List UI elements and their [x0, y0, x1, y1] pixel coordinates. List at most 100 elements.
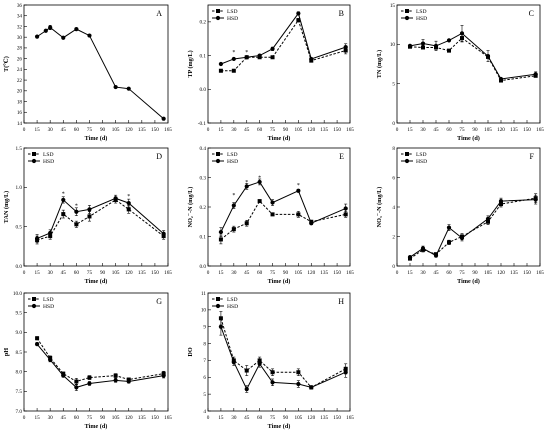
y-tick-label: 10.0 [13, 291, 22, 297]
x-tick-label: 135 [138, 127, 146, 133]
x-tick-label: 15 [218, 415, 224, 421]
significance-mark: * [245, 180, 248, 186]
series-hsd [407, 194, 538, 260]
series-line [36, 337, 164, 383]
y-tick-label: 10 [390, 42, 396, 48]
series-line [220, 181, 346, 233]
series-hsd [407, 25, 538, 82]
x-tick-label: 0 [207, 127, 210, 133]
x-tick-label: 135 [138, 415, 146, 421]
x-tick-label: 165 [164, 270, 172, 276]
plot-frame [23, 292, 169, 412]
x-tick-label: 15 [34, 415, 40, 421]
data-point [61, 197, 66, 203]
legend-label: LSD [43, 152, 54, 158]
x-tick-label: 60 [257, 270, 263, 276]
significance-mark: * [232, 193, 235, 199]
data-point [433, 43, 439, 49]
y-axis-label: NO₃⁻-N (mg/L) [376, 187, 383, 228]
data-point [113, 378, 118, 383]
significance-mark: * [62, 192, 65, 198]
y-tick-label: 5 [392, 81, 395, 87]
x-tick-label: 120 [307, 127, 315, 133]
data-point [533, 72, 538, 77]
data-point [533, 197, 538, 202]
x-tick-label: 75 [459, 270, 465, 276]
data-point [485, 216, 491, 221]
y-tick-label: 1.0 [16, 185, 23, 191]
x-tick-label: 105 [112, 270, 120, 276]
series-lsd [35, 336, 166, 385]
x-tick-label: 45 [433, 127, 439, 133]
series-lsd [218, 199, 348, 245]
data-point [34, 342, 40, 347]
y-tick-label: 0.5 [16, 224, 23, 230]
y-tick-label: 4 [392, 205, 395, 211]
y-tick-label: 8.5 [16, 350, 23, 356]
y-tick-label: 7.5 [16, 389, 23, 395]
y-tick-label: 24 [17, 67, 23, 73]
legend-label: HSD [416, 16, 427, 22]
x-tick-label: 45 [244, 270, 250, 276]
y-tick-label: 4 [203, 409, 206, 415]
series-line [220, 326, 346, 391]
plot-frame [396, 4, 541, 124]
y-tick-label: 5 [203, 392, 206, 398]
x-tick-label: 75 [459, 127, 465, 133]
y-axis-label: TP (mg/L) [187, 50, 194, 77]
data-point [296, 11, 301, 16]
y-tick-label: 0 [392, 121, 395, 127]
series-lsd [218, 311, 348, 390]
legend-marker [31, 158, 37, 164]
y-tick-label: 11 [201, 291, 206, 297]
series-lsd [218, 18, 348, 73]
series-main [34, 25, 166, 121]
data-point [407, 255, 413, 260]
legend-label: LSD [227, 297, 238, 303]
data-point [447, 240, 451, 245]
data-point [270, 55, 275, 60]
x-tick-label: 150 [523, 127, 531, 133]
plot-frame [207, 292, 351, 412]
x-tick-label: 120 [497, 127, 505, 133]
series-hsd [34, 342, 166, 391]
data-point [296, 370, 301, 375]
x-tick-label: 135 [320, 270, 328, 276]
x-tick-label: 150 [151, 415, 159, 421]
y-tick-label: 10 [201, 308, 207, 314]
series-line [36, 343, 164, 388]
data-point [231, 56, 236, 62]
y-tick-label: 20 [17, 89, 23, 95]
x-tick-label: 15 [34, 127, 40, 133]
x-tick-label: 60 [74, 127, 80, 133]
panel-g: 0 15 30 45 60 75 90 105 120 135 150 165 7.0 7.5 8.0 8.5… [3, 291, 172, 430]
x-tick-label: 105 [484, 127, 492, 133]
plot-frame [207, 147, 351, 267]
series-line [220, 318, 346, 389]
x-axis-label: Time (d) [268, 278, 291, 285]
panel-letter: F [530, 152, 535, 161]
data-point [34, 236, 40, 241]
data-point [218, 61, 224, 67]
x-tick-label: 135 [320, 415, 328, 421]
legend-label: LSD [416, 152, 427, 158]
significance-mark: * [232, 50, 235, 56]
x-tick-label: 105 [294, 127, 302, 133]
x-tick-label: 120 [125, 127, 133, 133]
x-tick-label: 105 [112, 415, 120, 421]
data-point [113, 373, 118, 378]
data-point [35, 336, 40, 341]
legend-marker [32, 297, 36, 301]
x-tick-label: 105 [484, 270, 492, 276]
series-line [220, 200, 346, 240]
y-axis-label: pH [3, 348, 10, 356]
series-line [409, 197, 536, 260]
x-tick-label: 30 [420, 270, 426, 276]
x-tick-label: 135 [138, 270, 146, 276]
series-line [36, 197, 164, 239]
x-tick-label: 60 [257, 127, 263, 133]
